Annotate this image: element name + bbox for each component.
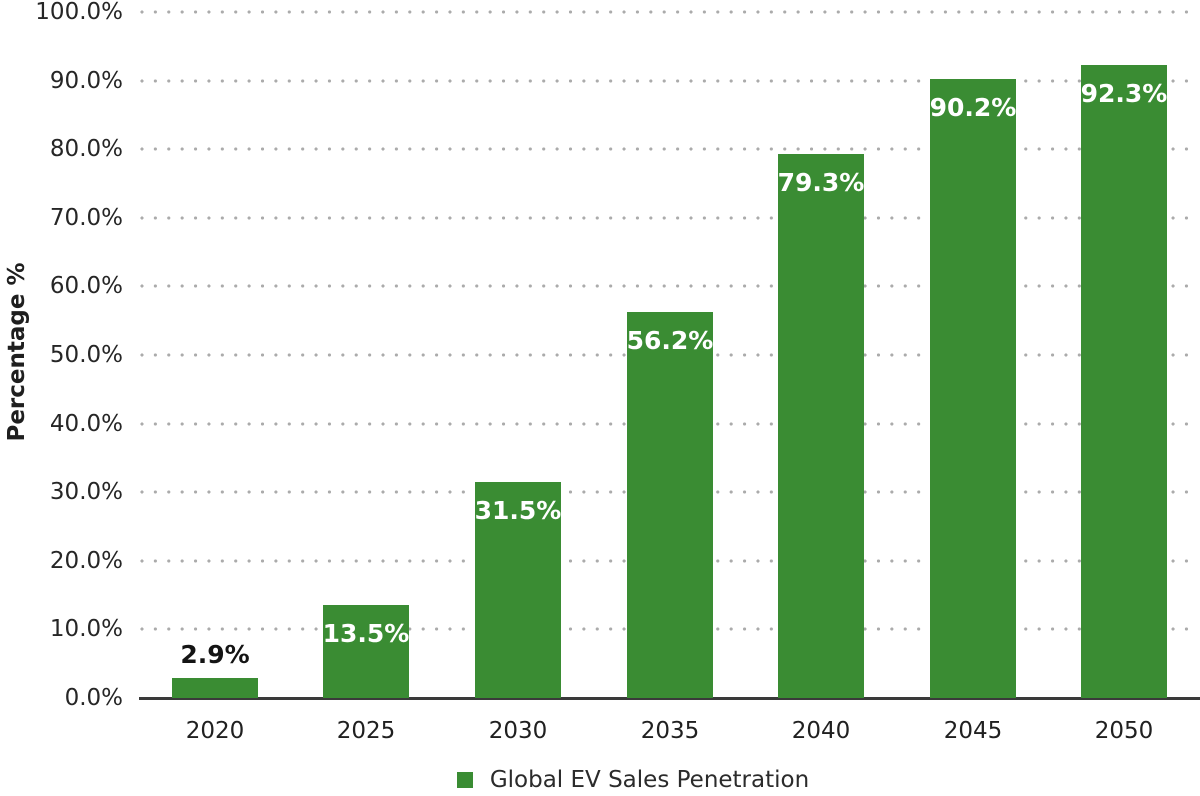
gridline xyxy=(140,284,1190,289)
y-tick-label: 50.0% xyxy=(49,342,123,368)
x-tick-label: 2020 xyxy=(185,718,245,744)
bar-value-label: 79.3% xyxy=(777,168,865,197)
x-tick-label: 2040 xyxy=(791,718,851,744)
legend: Global EV Sales Penetration xyxy=(0,767,1200,793)
y-tick-label: 40.0% xyxy=(49,410,123,437)
y-tick-label: 30.0% xyxy=(49,479,123,506)
bar-value-label: 2.9% xyxy=(180,640,250,669)
y-tick-label: 70.0% xyxy=(49,204,123,231)
bar xyxy=(627,312,713,698)
y-tick-label: 90.0% xyxy=(49,67,123,94)
y-axis-title: Percentage % xyxy=(4,262,30,442)
bar-value-label: 92.3% xyxy=(1080,79,1168,108)
y-tick-label: 0.0% xyxy=(64,685,123,711)
bar xyxy=(172,678,258,698)
bar-value-label: 90.2% xyxy=(929,93,1017,122)
y-tick-label: 100.0% xyxy=(35,0,123,25)
bar-value-label: 31.5% xyxy=(474,496,562,525)
bar xyxy=(475,482,561,698)
gridline xyxy=(140,78,1190,83)
bar xyxy=(323,605,409,698)
gridline xyxy=(140,215,1190,220)
bar-value-label: 56.2% xyxy=(626,326,714,355)
legend-label: Global EV Sales Penetration xyxy=(489,767,810,793)
bar xyxy=(778,154,864,698)
y-tick-label: 80.0% xyxy=(49,136,123,163)
x-axis-line xyxy=(139,697,1200,700)
gridline xyxy=(140,10,1190,14)
bar-value-label: 13.5% xyxy=(322,619,410,648)
x-tick-label: 2035 xyxy=(640,718,700,744)
bar xyxy=(930,79,1016,698)
y-tick-label: 60.0% xyxy=(49,273,123,300)
x-tick-label: 2030 xyxy=(488,718,548,744)
legend-swatch-icon xyxy=(456,772,473,788)
x-tick-label: 2050 xyxy=(1094,718,1154,744)
x-tick-label: 2025 xyxy=(336,718,396,744)
gridline xyxy=(140,147,1190,152)
y-tick-label: 10.0% xyxy=(49,616,123,643)
y-tick-label: 20.0% xyxy=(49,547,123,574)
x-tick-label: 2045 xyxy=(943,718,1003,744)
bar xyxy=(1081,65,1167,698)
